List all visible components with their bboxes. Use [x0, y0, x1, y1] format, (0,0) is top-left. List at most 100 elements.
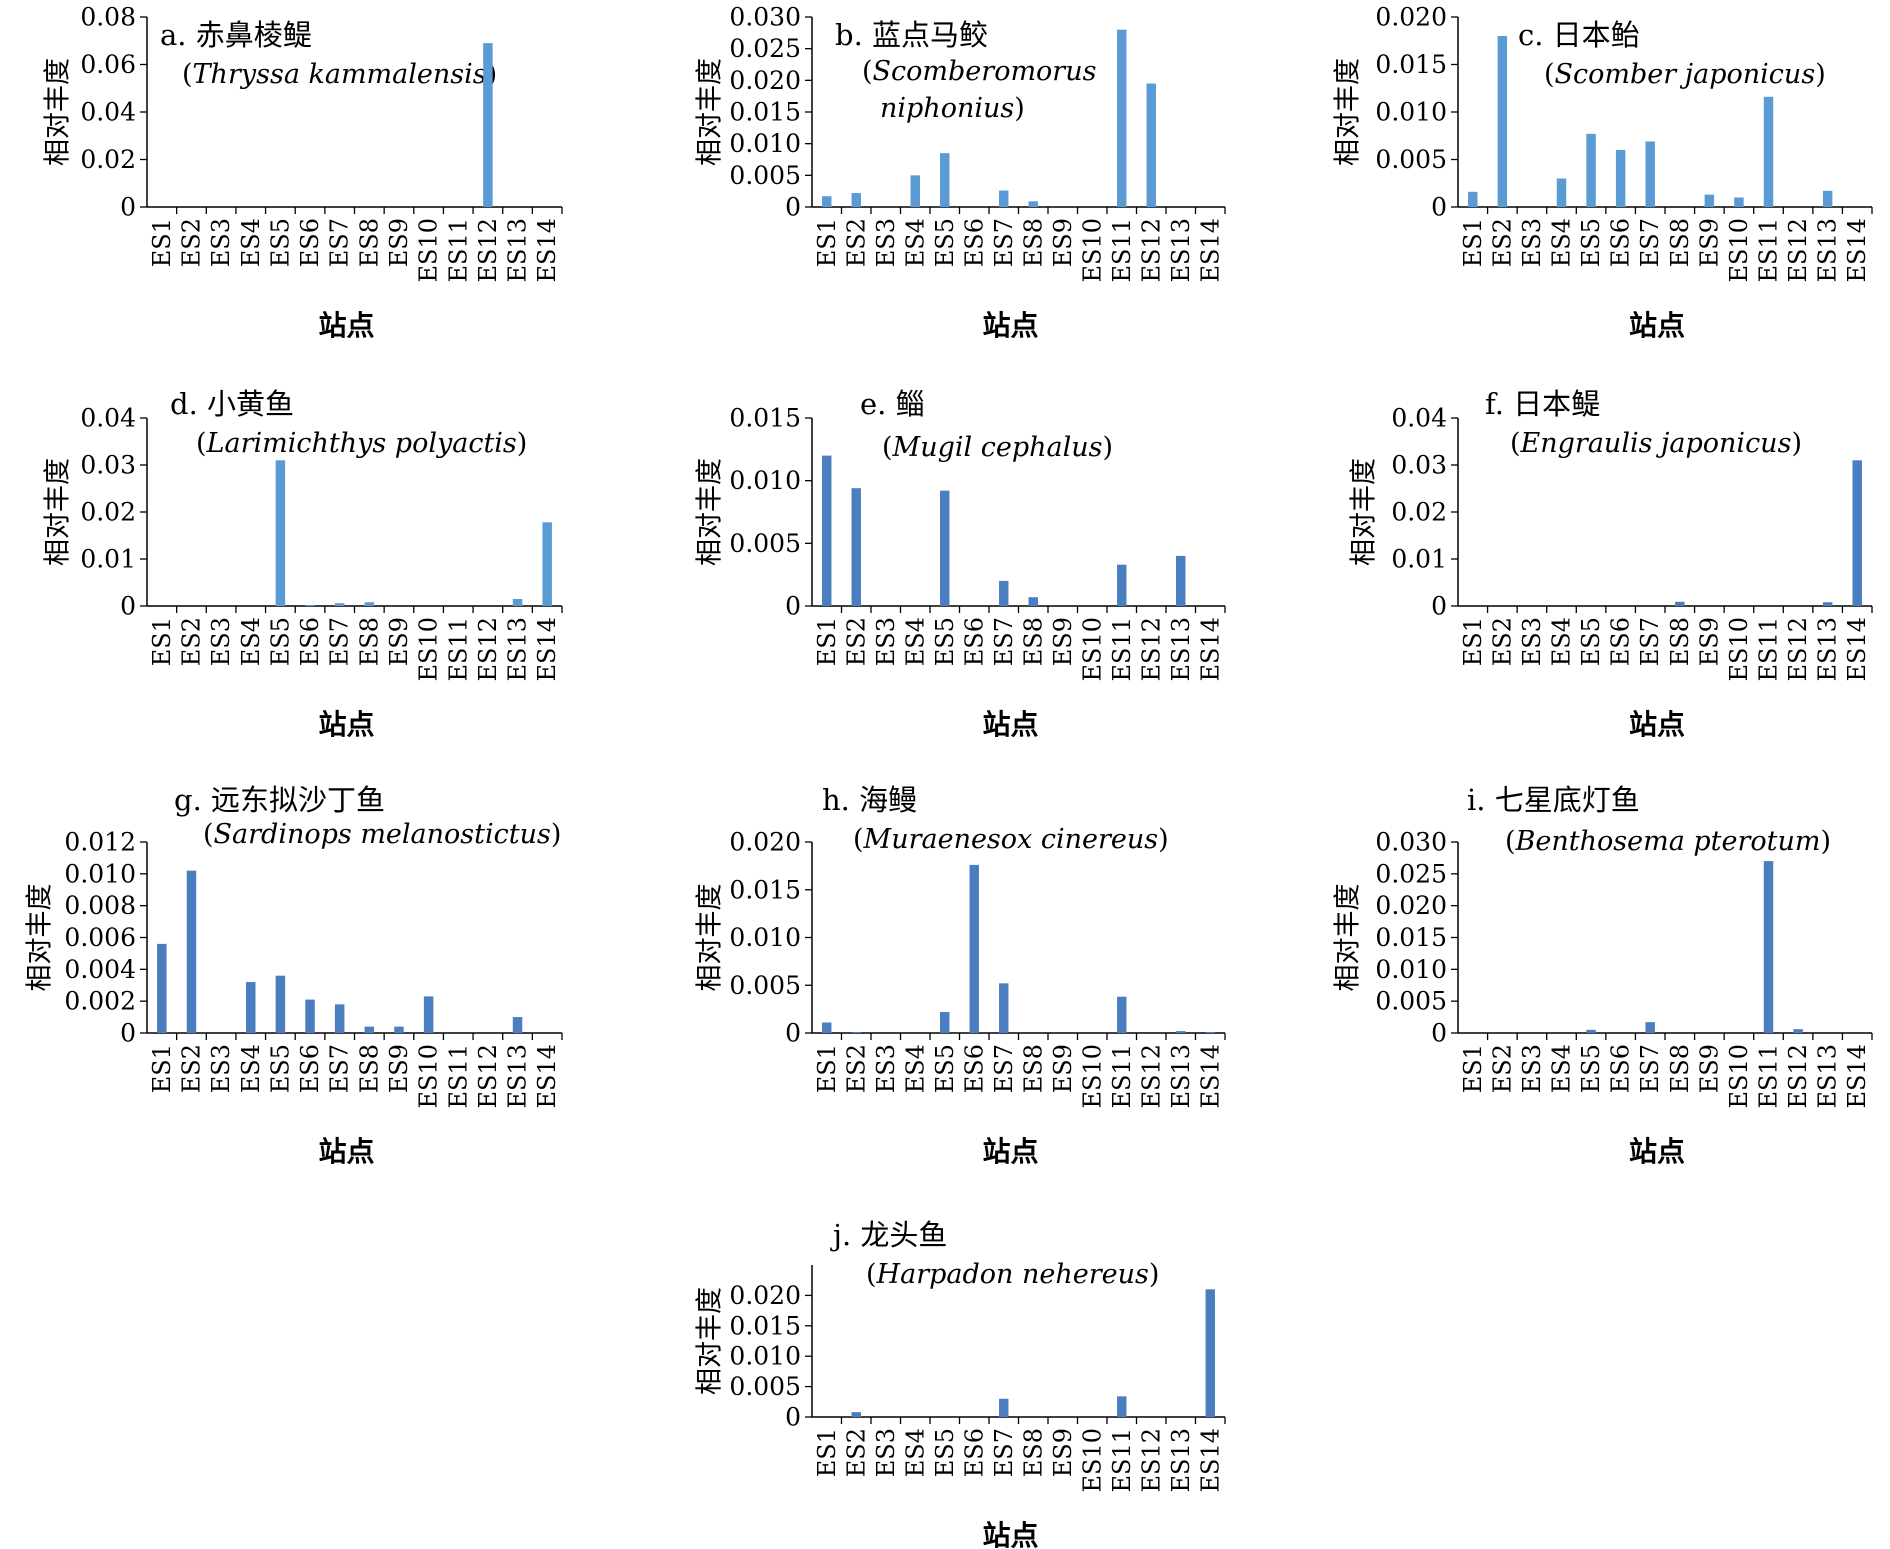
y-tick-label: 0.005: [729, 529, 801, 558]
y-tick-label: 0.010: [1375, 955, 1447, 984]
x-tick-label: ES5: [931, 1428, 959, 1477]
y-tick-label: 0.005: [1375, 145, 1447, 174]
bar-ES2: [186, 870, 197, 1033]
x-tick-label: ES8: [1019, 1428, 1047, 1477]
bar-ES8: [1028, 201, 1038, 207]
bar-ES7: [334, 1004, 345, 1033]
x-tick-label: ES5: [266, 218, 294, 267]
y-axis-label: 相对丰度: [1349, 458, 1380, 566]
x-tick-label: ES4: [1548, 617, 1576, 666]
x-tick-label: ES10: [415, 617, 443, 682]
y-tick-label: 0.025: [1375, 859, 1447, 888]
x-tick-label: ES7: [326, 218, 354, 267]
x-axis-label: 站点: [982, 309, 1038, 342]
x-tick-label: ES13: [504, 617, 532, 682]
y-tick-label: 0.010: [729, 1342, 801, 1371]
x-tick-label: ES8: [1019, 1044, 1047, 1093]
bar-ES5: [1586, 1029, 1596, 1033]
y-tick-label: 0.002: [64, 987, 136, 1016]
x-tick-label: ES9: [385, 617, 413, 666]
bar-ES10: [423, 996, 434, 1033]
x-tick-label: ES13: [1814, 1044, 1842, 1109]
x-axis-label: 站点: [318, 309, 374, 342]
chart-title: i. 七星底灯鱼: [1467, 783, 1640, 817]
chart-title: d. 小黄鱼: [170, 387, 294, 421]
x-tick-label: ES11: [444, 218, 472, 283]
chart-subtitle: (Thryssa kammalensis): [182, 59, 497, 90]
y-tick-label: 0: [120, 1019, 136, 1048]
x-tick-label: ES6: [1607, 1044, 1635, 1093]
x-tick-label: ES11: [1108, 1428, 1136, 1493]
y-tick-label: 0: [120, 193, 136, 222]
y-axis-label: 相对丰度: [25, 884, 56, 992]
x-tick-label: ES14: [533, 1044, 561, 1109]
x-tick-label: ES3: [872, 617, 900, 666]
x-tick-label: ES5: [931, 218, 959, 267]
y-tick-label: 0.06: [80, 50, 136, 79]
x-tick-label: ES6: [1607, 218, 1635, 267]
x-tick-label: ES10: [1078, 1044, 1106, 1109]
x-tick-label: ES9: [1049, 1428, 1077, 1477]
x-tick-label: ES14: [1196, 1428, 1224, 1493]
chart-panel-g: g. 远东拟沙丁鱼(Sardinops melanostictus) 相对丰度 0 0…: [25, 783, 563, 1168]
x-tick-label: ES2: [177, 617, 205, 666]
bar-ES1: [822, 1022, 832, 1033]
bar-ES2: [851, 193, 861, 207]
y-tick-label: 0.015: [1375, 50, 1447, 79]
x-tick-label: ES9: [1049, 218, 1077, 267]
bar-ES1: [822, 455, 832, 606]
chart-panel-i: i. 七星底灯鱼 (Benthosema pterotum) 相对丰度 0 0.005 0…: [1333, 783, 1873, 1168]
bar-ES11: [1117, 996, 1127, 1033]
x-tick-label: ES6: [296, 617, 324, 666]
x-tick-label: ES11: [1108, 617, 1136, 682]
x-tick-label: ES13: [1167, 617, 1195, 682]
x-tick-label: ES14: [533, 218, 561, 283]
x-tick-label: ES1: [813, 218, 841, 267]
x-tick-label: ES14: [1843, 218, 1871, 283]
y-tick-label: 0.005: [729, 161, 801, 190]
x-tick-label: ES3: [207, 1044, 235, 1093]
x-tick-label: ES4: [237, 218, 265, 267]
chart-subtitle: (Benthosema pterotum): [1505, 826, 1831, 857]
bar-ES2: [1497, 36, 1508, 207]
x-tick-label: ES2: [1488, 218, 1516, 267]
x-tick-label: ES1: [1459, 1044, 1487, 1093]
y-tick-label: 0: [785, 193, 801, 222]
bar-ES13: [1822, 602, 1833, 606]
x-tick-label: ES12: [1784, 1044, 1812, 1109]
bar-ES7: [1645, 141, 1655, 207]
y-tick-label: 0.005: [1375, 987, 1447, 1016]
bar-ES13: [512, 598, 523, 606]
bar-ES7: [334, 603, 345, 606]
x-tick-label: ES8: [355, 218, 383, 267]
x-tick-label: ES13: [1814, 218, 1842, 283]
x-tick-label: ES12: [474, 617, 502, 682]
chart-title: j. 龙头鱼: [830, 1218, 947, 1252]
x-tick-label: ES8: [1666, 617, 1694, 666]
x-tick-label: ES4: [901, 218, 929, 267]
y-tick-label: 0.004: [64, 955, 136, 984]
x-tick-label: ES2: [1488, 617, 1516, 666]
y-tick-label: 0.04: [80, 98, 136, 127]
x-tick-label: ES12: [1137, 617, 1165, 682]
chart-subtitle: niphonius): [880, 93, 1025, 124]
y-tick-label: 0.020: [729, 1281, 801, 1310]
chart-title: h. 海鳗: [822, 783, 917, 817]
x-tick-label: ES6: [960, 617, 988, 666]
x-tick-label: ES14: [1196, 218, 1224, 283]
chart-title: e. 鲻: [860, 387, 925, 421]
chart-subtitle: (Engraulis japonicus): [1510, 428, 1802, 459]
y-tick-label: 0.04: [1391, 404, 1447, 433]
x-tick-label: ES1: [813, 617, 841, 666]
chart-title: f. 日本鳀: [1485, 387, 1600, 421]
chart-panel-b: b. 蓝点马鲛 (Scomberomorus niphonius) 相对丰度 0 0.00…: [695, 3, 1226, 342]
x-tick-label: ES10: [415, 218, 443, 283]
chart-panel-h: h. 海鳗 (Muraenesox cinereus) 相对丰度 0 0.005 0.01…: [695, 783, 1226, 1168]
x-tick-label: ES4: [237, 617, 265, 666]
x-tick-label: ES12: [474, 1044, 502, 1109]
x-tick-label: ES7: [326, 1044, 354, 1093]
y-tick-label: 0.04: [80, 404, 136, 433]
y-tick-label: 0.012: [64, 828, 136, 857]
x-tick-label: ES12: [1784, 617, 1812, 682]
y-tick-label: 0.015: [729, 1311, 801, 1340]
